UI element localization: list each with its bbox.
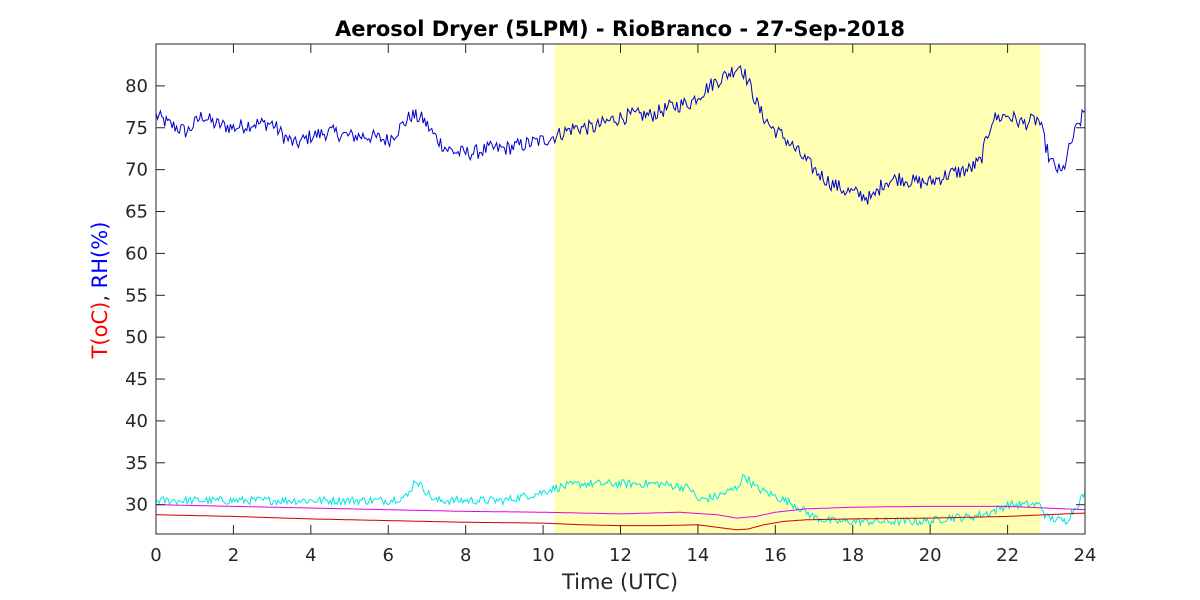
y-tick-label: 30	[125, 495, 148, 516]
y-axis-label: T(oC), RH(%)	[88, 222, 112, 360]
y-tick-label: 35	[125, 453, 148, 474]
highlight-band	[554, 44, 1041, 534]
series-line-3	[156, 504, 1086, 519]
y-tick-label: 60	[125, 243, 148, 264]
x-tick-label: 2	[228, 545, 239, 566]
x-tick-label: 4	[305, 545, 316, 566]
y-label-part: ,	[88, 288, 112, 301]
series-line-4	[155, 512, 1085, 531]
x-tick-label: 24	[1074, 545, 1097, 566]
x-tick-label: 22	[996, 545, 1019, 566]
x-tick-label: 16	[764, 545, 787, 566]
x-tick-label: 14	[686, 545, 709, 566]
x-tick-label: 0	[150, 545, 161, 566]
x-tick-label: 20	[919, 545, 942, 566]
series-layer	[155, 65, 1086, 531]
y-tick-label: 45	[125, 369, 148, 390]
y-tick-label: 80	[125, 76, 148, 97]
x-tick-label: 12	[609, 545, 632, 566]
series-line-1	[155, 65, 1086, 205]
y-tick-label: 55	[125, 285, 148, 306]
y-label-part: T(oC)	[88, 302, 112, 360]
chart-title: Aerosol Dryer (5LPM) - RioBranco - 27-Se…	[335, 17, 905, 41]
y-tick-label: 40	[125, 411, 148, 432]
y-tick-label: 70	[125, 160, 148, 181]
x-tick-label: 6	[383, 545, 394, 566]
y-tick-label: 50	[125, 327, 148, 348]
ticks-layer: 0 2 4 6 8 10 12 14 16 18 20 22 243035404550556065707…	[125, 44, 1096, 566]
y-tick-label: 75	[125, 118, 148, 139]
y-tick-label: 65	[125, 202, 148, 223]
x-tick-label: 10	[532, 545, 555, 566]
y-label-part: RH(%)	[88, 222, 112, 289]
x-tick-label: 18	[841, 545, 864, 566]
x-tick-label: 8	[460, 545, 471, 566]
x-axis-label: Time (UTC)	[561, 570, 678, 594]
